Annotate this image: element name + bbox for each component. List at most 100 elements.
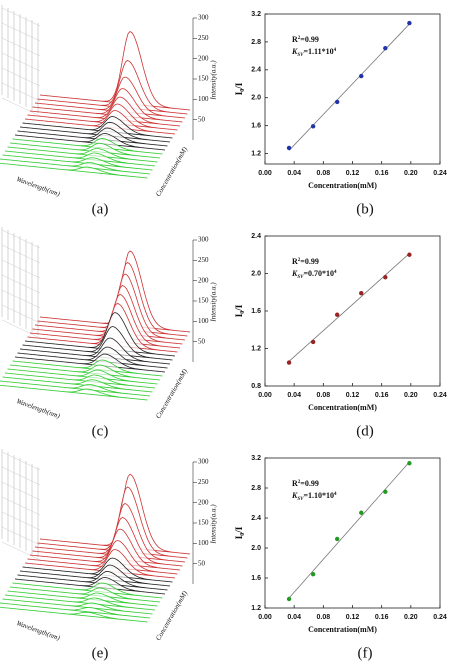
wall-line [1, 52, 41, 72]
y-tick-label: 2.4 [251, 233, 261, 240]
wall-line [1, 319, 41, 339]
wall-line [1, 82, 41, 102]
y-tick-label: 1.6 [251, 122, 261, 129]
text-part: =0.70*10 [303, 269, 334, 278]
spectrum-curve [0, 162, 148, 179]
wall-line [1, 244, 41, 264]
text-part: R [292, 479, 298, 488]
text-part: =1.11*10 [303, 47, 333, 56]
scatter-panel: 0.00 0.04 0.08 0.12 0.16 0.20 0.24 0.8 1.2 1.6 2.0… [234, 233, 447, 440]
fit-line [288, 253, 410, 362]
x-tick-label: 0.16 [375, 392, 389, 399]
wall-line [1, 37, 41, 57]
annotation-r2: R2=0.99 [292, 257, 319, 266]
text-part: =0.99 [300, 479, 319, 488]
data-point [310, 124, 316, 129]
data-point [407, 461, 412, 466]
spectrum-curve [14, 577, 166, 595]
y-tick-label: 1.6 [251, 575, 261, 582]
z-tick-label: 100 [198, 95, 209, 103]
spectrum-curve [9, 364, 161, 381]
wall-line [1, 97, 41, 117]
text-part: I [234, 535, 244, 539]
data-point [383, 45, 388, 51]
x-axis-label: Concentration(mM) [308, 403, 377, 412]
subscript: 0 [240, 533, 246, 536]
spectrum-curve [14, 133, 166, 151]
waterfall-panel: 50 100 150 200 250 300 Intensity(a.u.) Waveleng… [0, 449, 218, 661]
spectrum-curve [27, 103, 178, 131]
spectrum-curve [12, 138, 163, 155]
spectrum-curve [14, 353, 166, 373]
z-tick-label: 150 [198, 75, 209, 83]
annotation-ksv: KSV=1.11*104 [291, 47, 337, 58]
text-part: K [291, 269, 298, 278]
wall-line [1, 274, 41, 294]
y-tick-label: 2.4 [251, 67, 261, 74]
wall-line [1, 229, 41, 249]
z-tick-label: 250 [198, 256, 209, 264]
y-tick-label: 1.2 [251, 605, 261, 612]
x-tick-label: 0.04 [287, 614, 301, 621]
subscript: SV [297, 275, 304, 280]
spectrum-curve [4, 594, 156, 611]
y-tick-label: 3.2 [251, 11, 261, 18]
superscript: 4 [334, 492, 337, 497]
scatter-panel: 0.00 0.04 0.08 0.12 0.16 0.20 0.24 1.2 1.6 2.0 2.4… [234, 455, 447, 662]
y-tick-label: 2.4 [251, 515, 261, 522]
wall-line [1, 496, 41, 516]
data-point [334, 536, 340, 542]
z-tick-label: 100 [198, 317, 209, 325]
waterfall-panel: 50 100 150 200 250 300 Intensity(a.u.) Waveleng… [0, 5, 218, 217]
z-tick-label: 200 [198, 54, 209, 62]
y-axis-label: I0/I [234, 526, 246, 539]
spectrum-curve [17, 346, 168, 369]
fit-line [288, 461, 410, 599]
spectrum-curve [7, 590, 158, 607]
spectrum-curve [32, 88, 183, 123]
data-point [359, 73, 364, 79]
y-axis-label: I0/I [234, 82, 246, 95]
text-part: =0.99 [300, 257, 319, 266]
y-tick-label: 2.8 [251, 39, 261, 46]
y-tick-label: 3.2 [251, 455, 261, 462]
spectrum-curve [22, 557, 173, 583]
z-tick-label: 50 [198, 559, 206, 567]
text-part: R [292, 257, 298, 266]
wall-line [1, 259, 41, 279]
waterfall-panel: 50 100 150 200 250 300 Intensity(a.u.) Waveleng… [0, 227, 218, 439]
x-tick-label: 0.00 [258, 614, 272, 621]
subscript: SV [297, 497, 304, 502]
z-tick-label: 300 [198, 458, 209, 466]
z-tick-label: 300 [198, 236, 209, 244]
spectrum-curve [22, 116, 173, 139]
y-tick-label: 2.8 [251, 485, 261, 492]
text-part: I [234, 313, 244, 317]
x-tick-label: 0.20 [404, 614, 418, 621]
z-tick-label: 100 [198, 539, 209, 547]
y-axis-label: I0/I [234, 304, 246, 317]
y-tick-label: 1.2 [251, 150, 261, 157]
wall-line [1, 466, 41, 486]
superscript: 2 [298, 258, 301, 263]
y-tick-label: 2.0 [251, 270, 261, 277]
z-tick-label: 50 [198, 337, 206, 345]
text-part: =0.99 [300, 35, 319, 44]
data-point [286, 360, 292, 365]
spectrum-curve [7, 368, 158, 385]
y-axis-label: Concentration(mM) [154, 145, 189, 198]
data-point [334, 312, 340, 317]
z-axis-label: Intensity(a.u.) [210, 504, 218, 545]
panel-label: (c) [92, 423, 109, 439]
superscript: 4 [334, 270, 337, 275]
x-axis-label: Wavelength(nm) [15, 175, 61, 198]
text-part: =1.10*10 [303, 491, 334, 500]
z-tick-label: 200 [198, 276, 209, 284]
annotation-ksv: KSV=1.10*104 [291, 491, 337, 502]
spectrum-curve [9, 142, 161, 159]
spectrum-curve [27, 540, 178, 575]
x-tick-label: 0.00 [258, 392, 272, 399]
wall-line [1, 304, 41, 324]
superscript: 4 [334, 48, 337, 53]
